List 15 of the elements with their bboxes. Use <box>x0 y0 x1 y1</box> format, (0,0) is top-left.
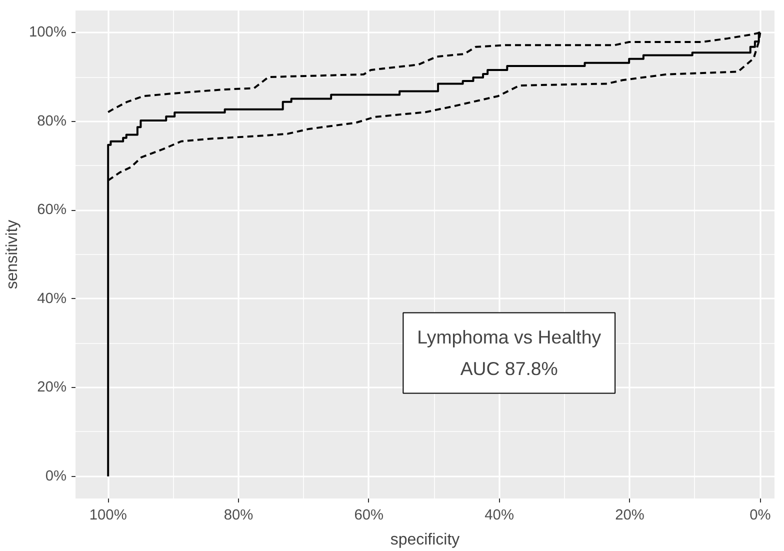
y-tick-label: 60% <box>37 202 67 218</box>
y-tick-label: 0% <box>45 468 67 484</box>
y-axis-title: sensitivity <box>4 220 22 290</box>
y-tick-label: 40% <box>37 290 67 307</box>
x-tick-label: 20% <box>615 508 644 524</box>
y-tick-label: 20% <box>37 380 67 396</box>
x-tick-label: 60% <box>354 508 384 524</box>
x-tick-label: 80% <box>224 508 254 524</box>
annotation: Lymphoma vs Healthy AUC 87.8% <box>417 326 602 380</box>
y-tick-label: 100% <box>29 24 67 41</box>
y-tick-label: 80% <box>37 113 67 130</box>
x-tick-label: 40% <box>484 508 514 524</box>
x-axis-title: specificity <box>390 532 460 548</box>
x-tick-label: 0% <box>750 508 771 524</box>
x-tick-label: 100% <box>89 508 127 524</box>
